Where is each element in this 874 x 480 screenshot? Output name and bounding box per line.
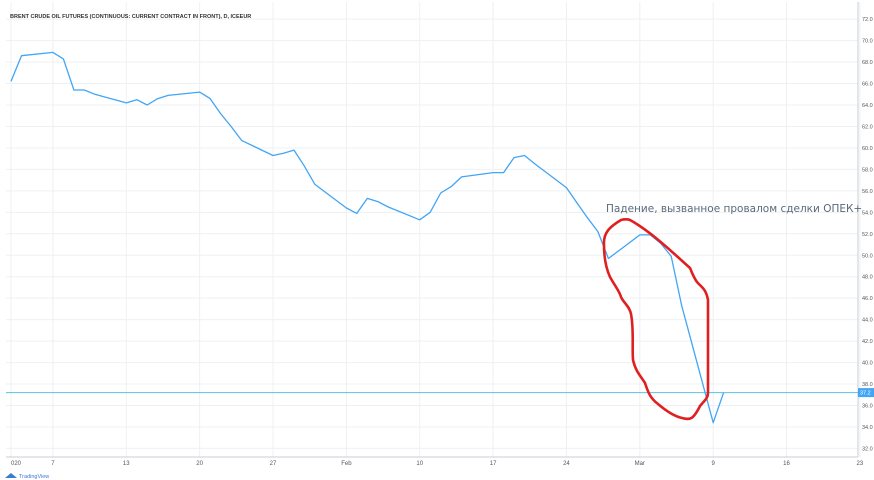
y-tick-label: 52.0: [862, 232, 873, 238]
y-tick-label: 72.0: [862, 17, 873, 23]
data-point: [356, 212, 358, 214]
data-point: [136, 99, 138, 101]
data-point: [366, 197, 368, 199]
y-tick-label: 38.0: [862, 382, 873, 388]
data-point: [272, 154, 274, 156]
chart-title: BRENT CRUDE OIL FUTURES (CONTINUOUS: CUR…: [10, 14, 251, 20]
data-point: [492, 171, 494, 173]
chart-grid: [6, 2, 861, 457]
data-point: [146, 104, 148, 106]
data-point: [73, 89, 75, 91]
time-axis[interactable]: 020 7 13 20 27 Feb 10 17 24 Mar 9 16 23: [11, 461, 864, 467]
data-point: [681, 305, 683, 307]
data-point: [94, 93, 96, 95]
data-point: [125, 102, 127, 104]
x-tick-label: 10: [416, 461, 423, 467]
data-point: [377, 200, 379, 202]
y-tick-label: 60.0: [862, 146, 873, 152]
y-tick-label: 36.0: [862, 403, 873, 409]
data-point: [597, 230, 599, 232]
data-point: [167, 94, 169, 96]
data-point: [565, 186, 567, 188]
fall-annotation: Падение, вызванное провалом сделки ОПЕК+: [606, 203, 862, 215]
data-point: [62, 58, 64, 60]
y-tick-label: 34.0: [862, 425, 873, 431]
x-tick-label: 16: [783, 461, 790, 467]
data-point: [440, 192, 442, 194]
y-tick-label: 58.0: [862, 167, 873, 173]
data-point: [419, 219, 421, 221]
x-tick-label: 27: [270, 461, 277, 467]
data-point: [607, 257, 609, 259]
x-tick-label: 9: [711, 461, 715, 467]
x-tick-label: Mar: [635, 461, 645, 467]
data-point: [586, 217, 588, 219]
y-tick-label: 46.0: [862, 296, 873, 302]
data-point: [639, 234, 641, 236]
x-tick-label: 7: [51, 461, 55, 467]
price-axis[interactable]: 32.0 34.0 36.0 38.0 40.0 42.0 44.0 46.0 48.0 50.0…: [862, 17, 873, 452]
y-tick-label: 44.0: [862, 318, 873, 324]
data-point: [450, 185, 452, 187]
data-point: [52, 51, 54, 53]
x-tick-label: 17: [490, 461, 497, 467]
x-tick-label: 13: [123, 461, 130, 467]
data-point: [219, 112, 221, 114]
data-point: [670, 255, 672, 257]
tradingview-logo-icon: [5, 473, 17, 478]
tradingview-logo[interactable]: TradingView: [5, 473, 49, 480]
data-point: [722, 391, 724, 393]
x-tick-label: 23: [857, 461, 864, 467]
data-point: [303, 165, 305, 167]
data-point: [534, 163, 536, 165]
data-point: [502, 171, 504, 173]
data-point: [576, 202, 578, 204]
data-point: [293, 149, 295, 151]
data-point: [387, 206, 389, 208]
data-point: [460, 176, 462, 178]
y-tick-label: 62.0: [862, 124, 873, 130]
data-point: [712, 422, 714, 424]
current-price-tag: 37.2: [858, 388, 874, 398]
data-point: [20, 55, 22, 57]
y-tick-label: 68.0: [862, 60, 873, 66]
y-tick-label: 70.0: [862, 39, 873, 45]
x-tick-label: Feb: [341, 461, 352, 467]
data-point: [523, 154, 525, 156]
y-tick-label: 32.0: [862, 446, 873, 452]
data-point: [345, 207, 347, 209]
x-tick-label: 24: [563, 461, 570, 467]
brent-price-line: [10, 51, 725, 424]
fall-highlight-outline: [602, 217, 710, 421]
y-tick-label: 66.0: [862, 82, 873, 88]
data-point: [83, 89, 85, 91]
y-tick-label: 54.0: [862, 210, 873, 216]
data-point: [240, 139, 242, 141]
y-tick-label: 64.0: [862, 103, 873, 109]
y-tick-label: 56.0: [862, 189, 873, 195]
data-point: [10, 80, 12, 82]
data-point: [429, 211, 431, 213]
data-point: [157, 97, 159, 99]
data-point: [209, 97, 211, 99]
y-tick-label: 50.0: [862, 253, 873, 259]
y-tick-label: 42.0: [862, 339, 873, 345]
y-tick-label: 48.0: [862, 275, 873, 281]
data-point: [314, 183, 316, 185]
y-tick-label: 40.0: [862, 361, 873, 367]
data-point: [198, 91, 200, 93]
data-point: [513, 156, 515, 158]
data-point: [282, 152, 284, 154]
x-tick-label: 020: [11, 461, 22, 467]
current-price-label: 37.2: [860, 391, 871, 397]
x-tick-label: 20: [196, 461, 203, 467]
tradingview-brand-label: TradingView: [19, 474, 49, 480]
data-point: [230, 125, 232, 127]
